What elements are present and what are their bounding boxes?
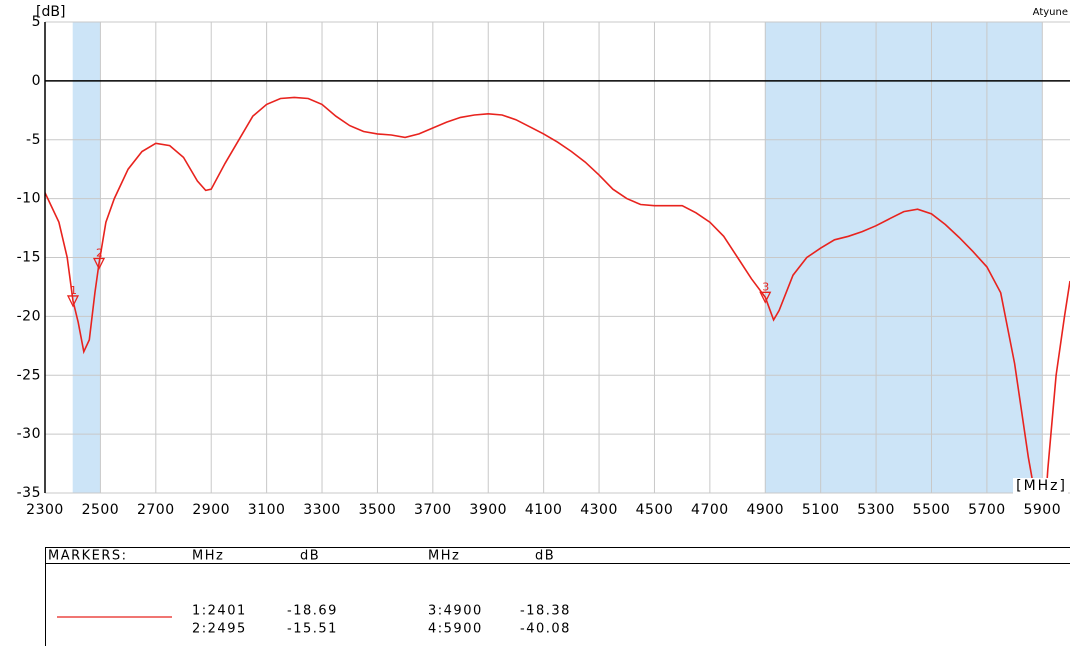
- x-tick-label: 2500: [82, 502, 120, 518]
- table-cell: 2:2495: [192, 622, 247, 637]
- x-tick-label: 3900: [469, 502, 507, 518]
- x-tick-label: 2700: [137, 502, 175, 518]
- table-cell: -18.69: [287, 604, 338, 619]
- marker-label: 1: [70, 284, 77, 297]
- x-axis-label: [MHz]: [1016, 478, 1067, 494]
- table-header: dB: [300, 549, 320, 564]
- y-tick-label: -15: [17, 250, 41, 266]
- marker-table: [45, 547, 1070, 646]
- x-tick-label: 3100: [248, 502, 286, 518]
- table-cell: 3:4900: [428, 604, 483, 619]
- table-header: dB: [535, 549, 555, 564]
- table-header: MARKERS:: [48, 549, 128, 564]
- marker-triangle: [759, 291, 772, 304]
- marker-label: 3: [762, 280, 769, 293]
- x-tick-label: 2900: [192, 502, 230, 518]
- corner-text: Atyune: [1033, 7, 1068, 18]
- y-tick-label: -30: [17, 426, 41, 442]
- table-header: MHz: [192, 549, 224, 564]
- table-cell: 4:5900: [428, 622, 483, 637]
- x-tick-label: 2300: [26, 502, 64, 518]
- x-label-bg: [1013, 478, 1068, 494]
- x-tick-label: 5100: [802, 502, 840, 518]
- y-tick-label: -35: [17, 485, 41, 501]
- x-tick-label: 4300: [580, 502, 618, 518]
- x-tick-label: 4900: [746, 502, 784, 518]
- y-tick-label: -20: [17, 308, 41, 324]
- x-tick-label: 3500: [359, 502, 397, 518]
- y-tick-label: -10: [17, 191, 41, 207]
- marker-label: 2: [96, 247, 103, 260]
- table-cell: 1:2401: [192, 604, 247, 619]
- table-cell: -15.51: [287, 622, 338, 637]
- table-cell: -40.08: [520, 622, 571, 637]
- marker-triangle: [66, 295, 80, 308]
- table-header: MHz: [428, 549, 460, 564]
- x-tick-label: 5900: [1023, 502, 1061, 518]
- x-tick-label: 5500: [913, 502, 951, 518]
- x-tick-label: 4700: [691, 502, 729, 518]
- x-tick-label: 4100: [525, 502, 563, 518]
- y-tick-label: 0: [32, 73, 41, 89]
- x-tick-label: 3300: [303, 502, 341, 518]
- trace-line: [45, 96, 1070, 493]
- marker-triangle: [92, 257, 106, 270]
- y-tick-label: -25: [17, 367, 41, 383]
- x-tick-label: 5700: [968, 502, 1006, 518]
- table-cell: -18.38: [520, 604, 571, 619]
- y-axis-label: [dB]: [36, 4, 65, 20]
- x-tick-label: 5300: [857, 502, 895, 518]
- y-tick-label: -5: [26, 132, 41, 148]
- x-tick-label: 4500: [636, 502, 674, 518]
- x-tick-label: 3700: [414, 502, 452, 518]
- y-tick-label: 5: [32, 14, 41, 30]
